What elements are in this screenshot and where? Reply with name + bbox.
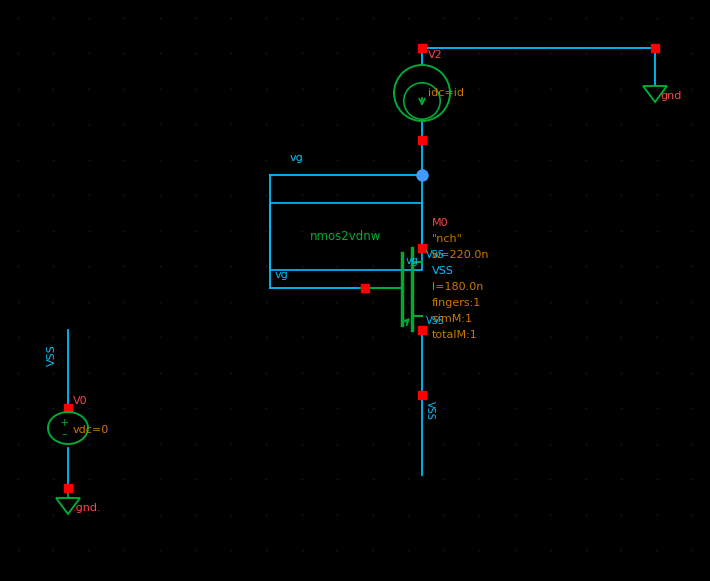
Text: .gnd.: .gnd. bbox=[73, 503, 102, 513]
Text: V2: V2 bbox=[428, 50, 443, 60]
Text: totalM:1: totalM:1 bbox=[432, 330, 478, 340]
Text: V0: V0 bbox=[73, 396, 87, 406]
Text: VSS: VSS bbox=[426, 316, 445, 326]
Text: vg: vg bbox=[405, 256, 418, 266]
Text: vg: vg bbox=[290, 153, 304, 163]
Text: fingers:1: fingers:1 bbox=[432, 298, 481, 308]
Text: "nch": "nch" bbox=[432, 234, 463, 244]
Text: vdc=0: vdc=0 bbox=[73, 425, 109, 435]
Text: VSS: VSS bbox=[425, 400, 435, 419]
Text: –: – bbox=[61, 429, 67, 439]
Text: w=220.0n: w=220.0n bbox=[432, 250, 489, 260]
Text: l=180.0n: l=180.0n bbox=[432, 282, 484, 292]
Text: M0: M0 bbox=[432, 218, 449, 228]
Text: nmos2vdnw: nmos2vdnw bbox=[310, 230, 382, 243]
Text: +: + bbox=[60, 418, 69, 428]
Text: VSS: VSS bbox=[432, 266, 454, 276]
Text: vg: vg bbox=[275, 270, 289, 280]
Text: idc=id: idc=id bbox=[428, 88, 464, 98]
Text: VSS: VSS bbox=[426, 250, 445, 260]
Text: simM:1: simM:1 bbox=[432, 314, 472, 324]
Bar bbox=[270, 203, 422, 270]
Text: gnd: gnd bbox=[660, 91, 682, 101]
Text: VSS: VSS bbox=[47, 344, 57, 366]
